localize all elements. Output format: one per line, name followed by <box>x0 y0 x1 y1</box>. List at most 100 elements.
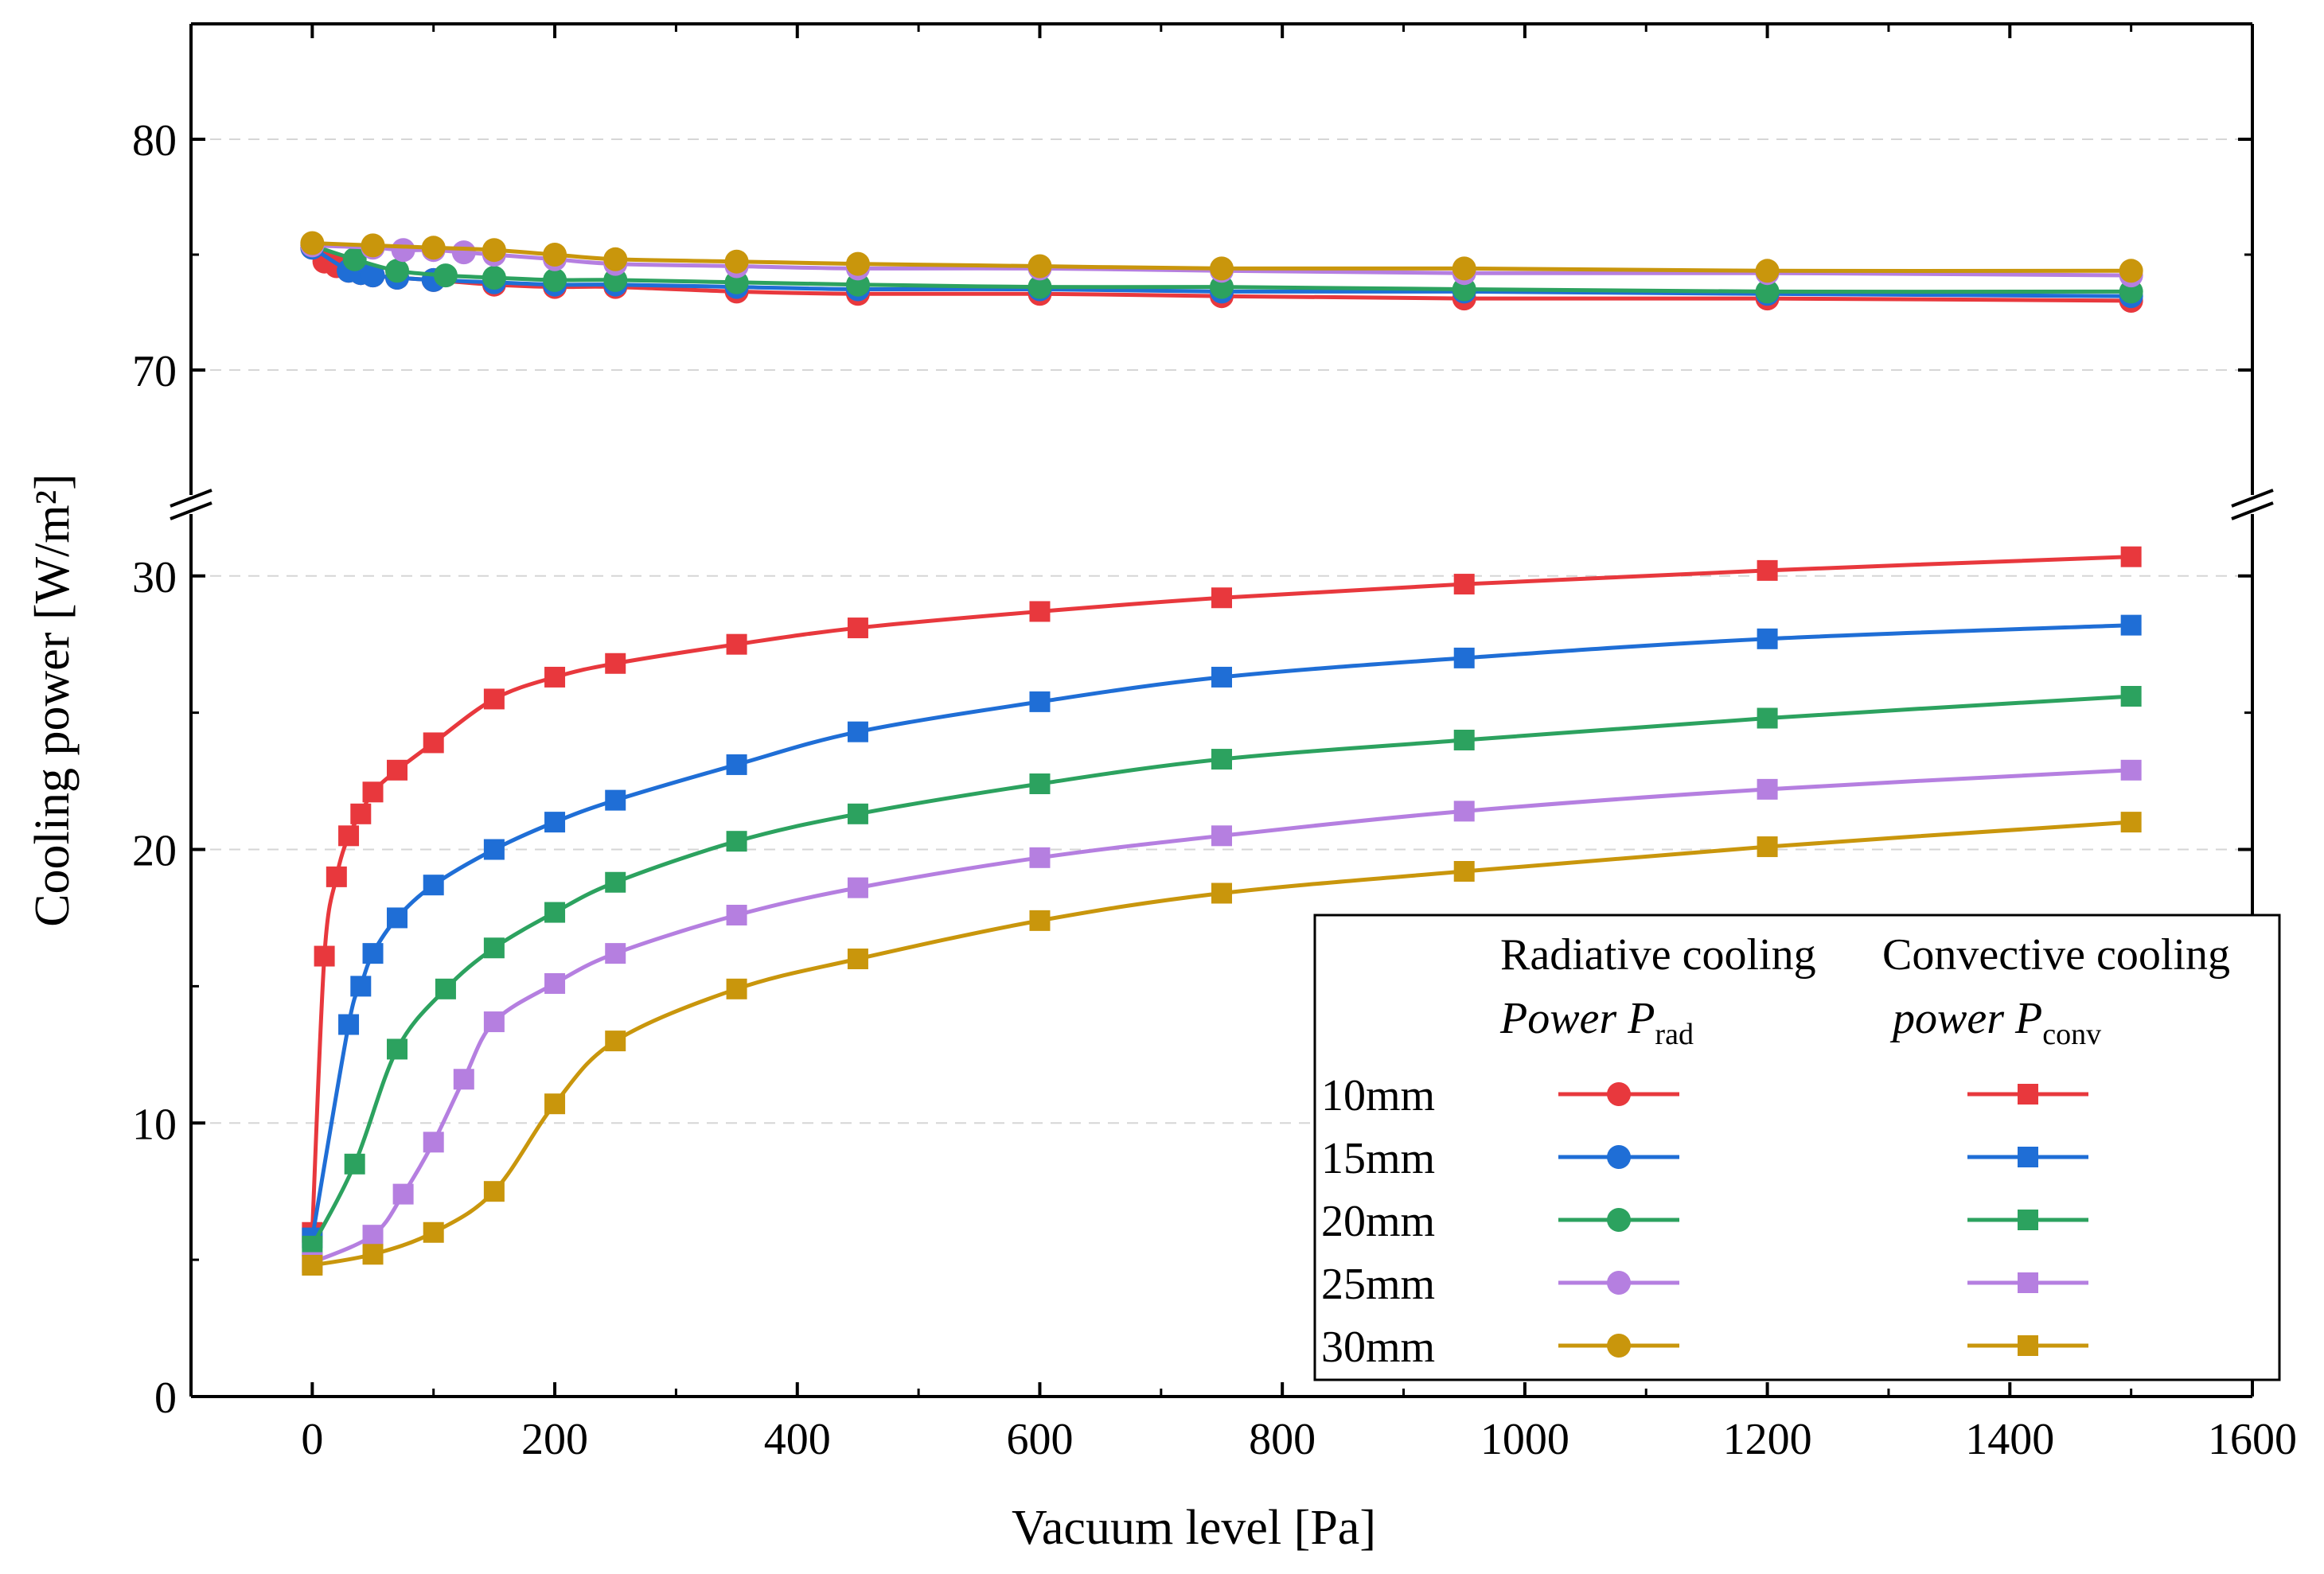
convective-point <box>847 618 868 639</box>
convective-point <box>544 812 566 833</box>
radiative-point <box>543 267 567 292</box>
legend-row-label: 15mm <box>1321 1134 1435 1183</box>
convective-point <box>483 839 505 860</box>
convective-point <box>2120 614 2142 636</box>
legend-convective-header-1: Convective cooling <box>1882 930 2230 980</box>
legend-radiative-subscript: rad <box>1655 1018 1694 1051</box>
radiative-point <box>845 251 870 276</box>
convective-point <box>544 1093 566 1115</box>
radiative-point <box>603 247 628 271</box>
y-axis-title: Cooling power [W/m²] <box>25 473 80 927</box>
convective-point <box>1453 861 1475 882</box>
convective-point <box>423 875 444 896</box>
radiative-point <box>421 236 446 260</box>
radiative-point <box>1452 256 1476 281</box>
convective-point <box>605 943 626 964</box>
x-tick-label: 1400 <box>1965 1415 2054 1464</box>
radiative-point <box>342 247 367 271</box>
convective-point <box>1211 882 1232 904</box>
y-tick-label: 80 <box>132 116 177 166</box>
y-tick-label: 0 <box>154 1373 177 1423</box>
convective-point <box>1453 647 1475 668</box>
convective-point <box>726 831 747 852</box>
convective-point <box>344 1153 365 1175</box>
x-tick-label: 600 <box>1006 1415 1073 1464</box>
x-tick-label: 800 <box>1249 1415 1316 1464</box>
radiative-point <box>1755 279 1780 304</box>
convective-point <box>1757 778 1778 800</box>
x-tick-label: 1000 <box>1480 1415 1569 1464</box>
x-tick-label: 200 <box>521 1415 588 1464</box>
radiative-point <box>433 263 458 288</box>
convective-point <box>350 803 372 824</box>
radiative-point <box>2119 259 2143 283</box>
convective-point <box>326 866 347 887</box>
y-tick-label: 20 <box>132 827 177 876</box>
legend-radiative-marker <box>1607 1208 1631 1232</box>
axis-break-mark <box>2231 501 2274 520</box>
radiative-series-30mm <box>300 231 2143 283</box>
convective-point <box>2120 686 2142 707</box>
convective-point <box>387 1038 407 1060</box>
x-tick-label: 0 <box>301 1415 323 1464</box>
convective-point <box>1453 801 1475 822</box>
legend-row-label: 30mm <box>1321 1323 1435 1372</box>
x-tick-label: 1200 <box>1723 1415 1812 1464</box>
y-tick-label: 30 <box>132 553 177 602</box>
legend-row-label: 10mm <box>1321 1071 1435 1120</box>
convective-point <box>2120 546 2142 567</box>
convective-point <box>338 1014 360 1035</box>
convective-point <box>1029 847 1051 868</box>
convective-point <box>1757 836 1778 858</box>
convective-point <box>387 759 407 781</box>
convective-point <box>362 943 384 964</box>
convective-point <box>302 1255 323 1276</box>
convective-point <box>1029 691 1051 712</box>
radiative-point <box>482 238 506 263</box>
axis-break-mark <box>170 489 213 508</box>
legend-convective-marker <box>2018 1210 2038 1230</box>
y-tick-label: 10 <box>132 1100 177 1149</box>
convective-point <box>392 1183 414 1205</box>
convective-series-25mm <box>302 759 2142 1273</box>
convective-point <box>453 1069 474 1090</box>
convective-point <box>847 949 868 969</box>
convective-point <box>362 781 384 803</box>
convective-series-20mm <box>302 686 2142 1256</box>
legend-row-label: 20mm <box>1321 1197 1435 1246</box>
convective-point <box>726 754 747 775</box>
convective-point <box>362 1225 384 1246</box>
convective-point <box>435 978 456 999</box>
legend-box <box>1313 914 2281 1381</box>
convective-point <box>1211 666 1232 688</box>
axes-layer: 0 200 400 600 800 1000 1200 1400 1600 0 10 20 30 70 80 <box>132 22 2297 1464</box>
legend-convective-power-label: power P <box>1889 994 2042 1043</box>
axis-break-mark <box>170 501 213 520</box>
convective-point <box>423 1132 444 1153</box>
convective-point <box>1453 730 1475 750</box>
convective-point <box>847 721 868 742</box>
convective-point <box>423 1221 444 1243</box>
legend-convective-marker <box>2018 1335 2038 1356</box>
convective-point <box>726 633 747 655</box>
x-tick-label: 1600 <box>2208 1415 2297 1464</box>
convective-point <box>1757 707 1778 729</box>
legend-radiative-marker <box>1607 1082 1631 1106</box>
legend-convective-marker <box>2018 1272 2038 1293</box>
radiative-point <box>543 243 567 267</box>
convective-point <box>483 1011 505 1033</box>
convective-point <box>2120 812 2142 833</box>
convective-point <box>1453 574 1475 595</box>
radiative-point <box>1027 254 1052 279</box>
convective-point <box>483 688 505 710</box>
radiative-point <box>361 233 385 258</box>
axis-break-mark <box>2231 489 2274 508</box>
convective-point <box>350 976 372 997</box>
radiative-point <box>1027 275 1052 299</box>
convective-point <box>1757 628 1778 649</box>
radiative-point <box>724 249 749 274</box>
legend: Radiative cooling Power Prad Convective … <box>1313 914 2281 1381</box>
convective-point <box>605 789 626 811</box>
legend-radiative-header-1: Radiative cooling <box>1500 930 1816 980</box>
